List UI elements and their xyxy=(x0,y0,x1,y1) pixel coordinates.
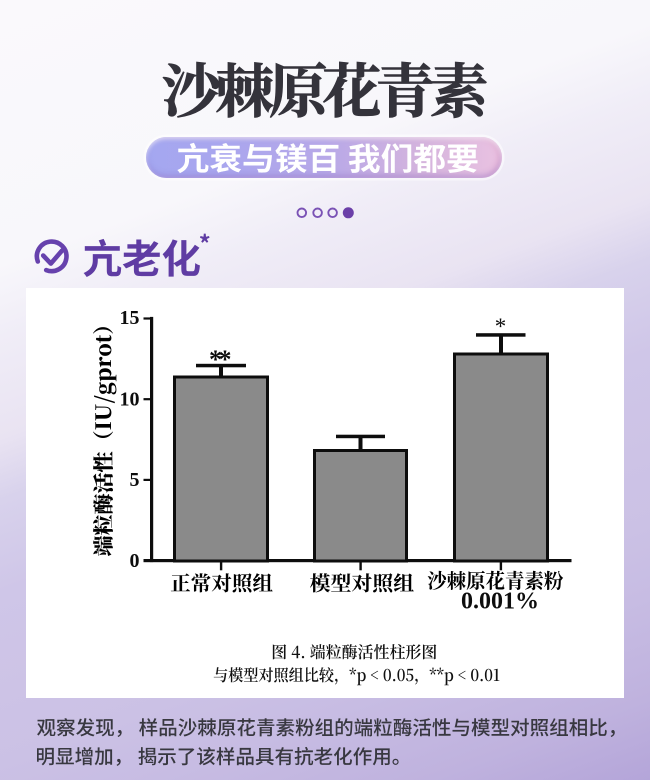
svg-text:*: * xyxy=(495,314,507,339)
svg-text:5: 5 xyxy=(130,469,140,491)
svg-text:**: ** xyxy=(209,345,231,374)
svg-text:0: 0 xyxy=(130,550,140,572)
svg-text:10: 10 xyxy=(120,388,140,410)
svg-text:15: 15 xyxy=(120,307,140,329)
svg-text:0.001%: 0.001% xyxy=(461,589,539,615)
